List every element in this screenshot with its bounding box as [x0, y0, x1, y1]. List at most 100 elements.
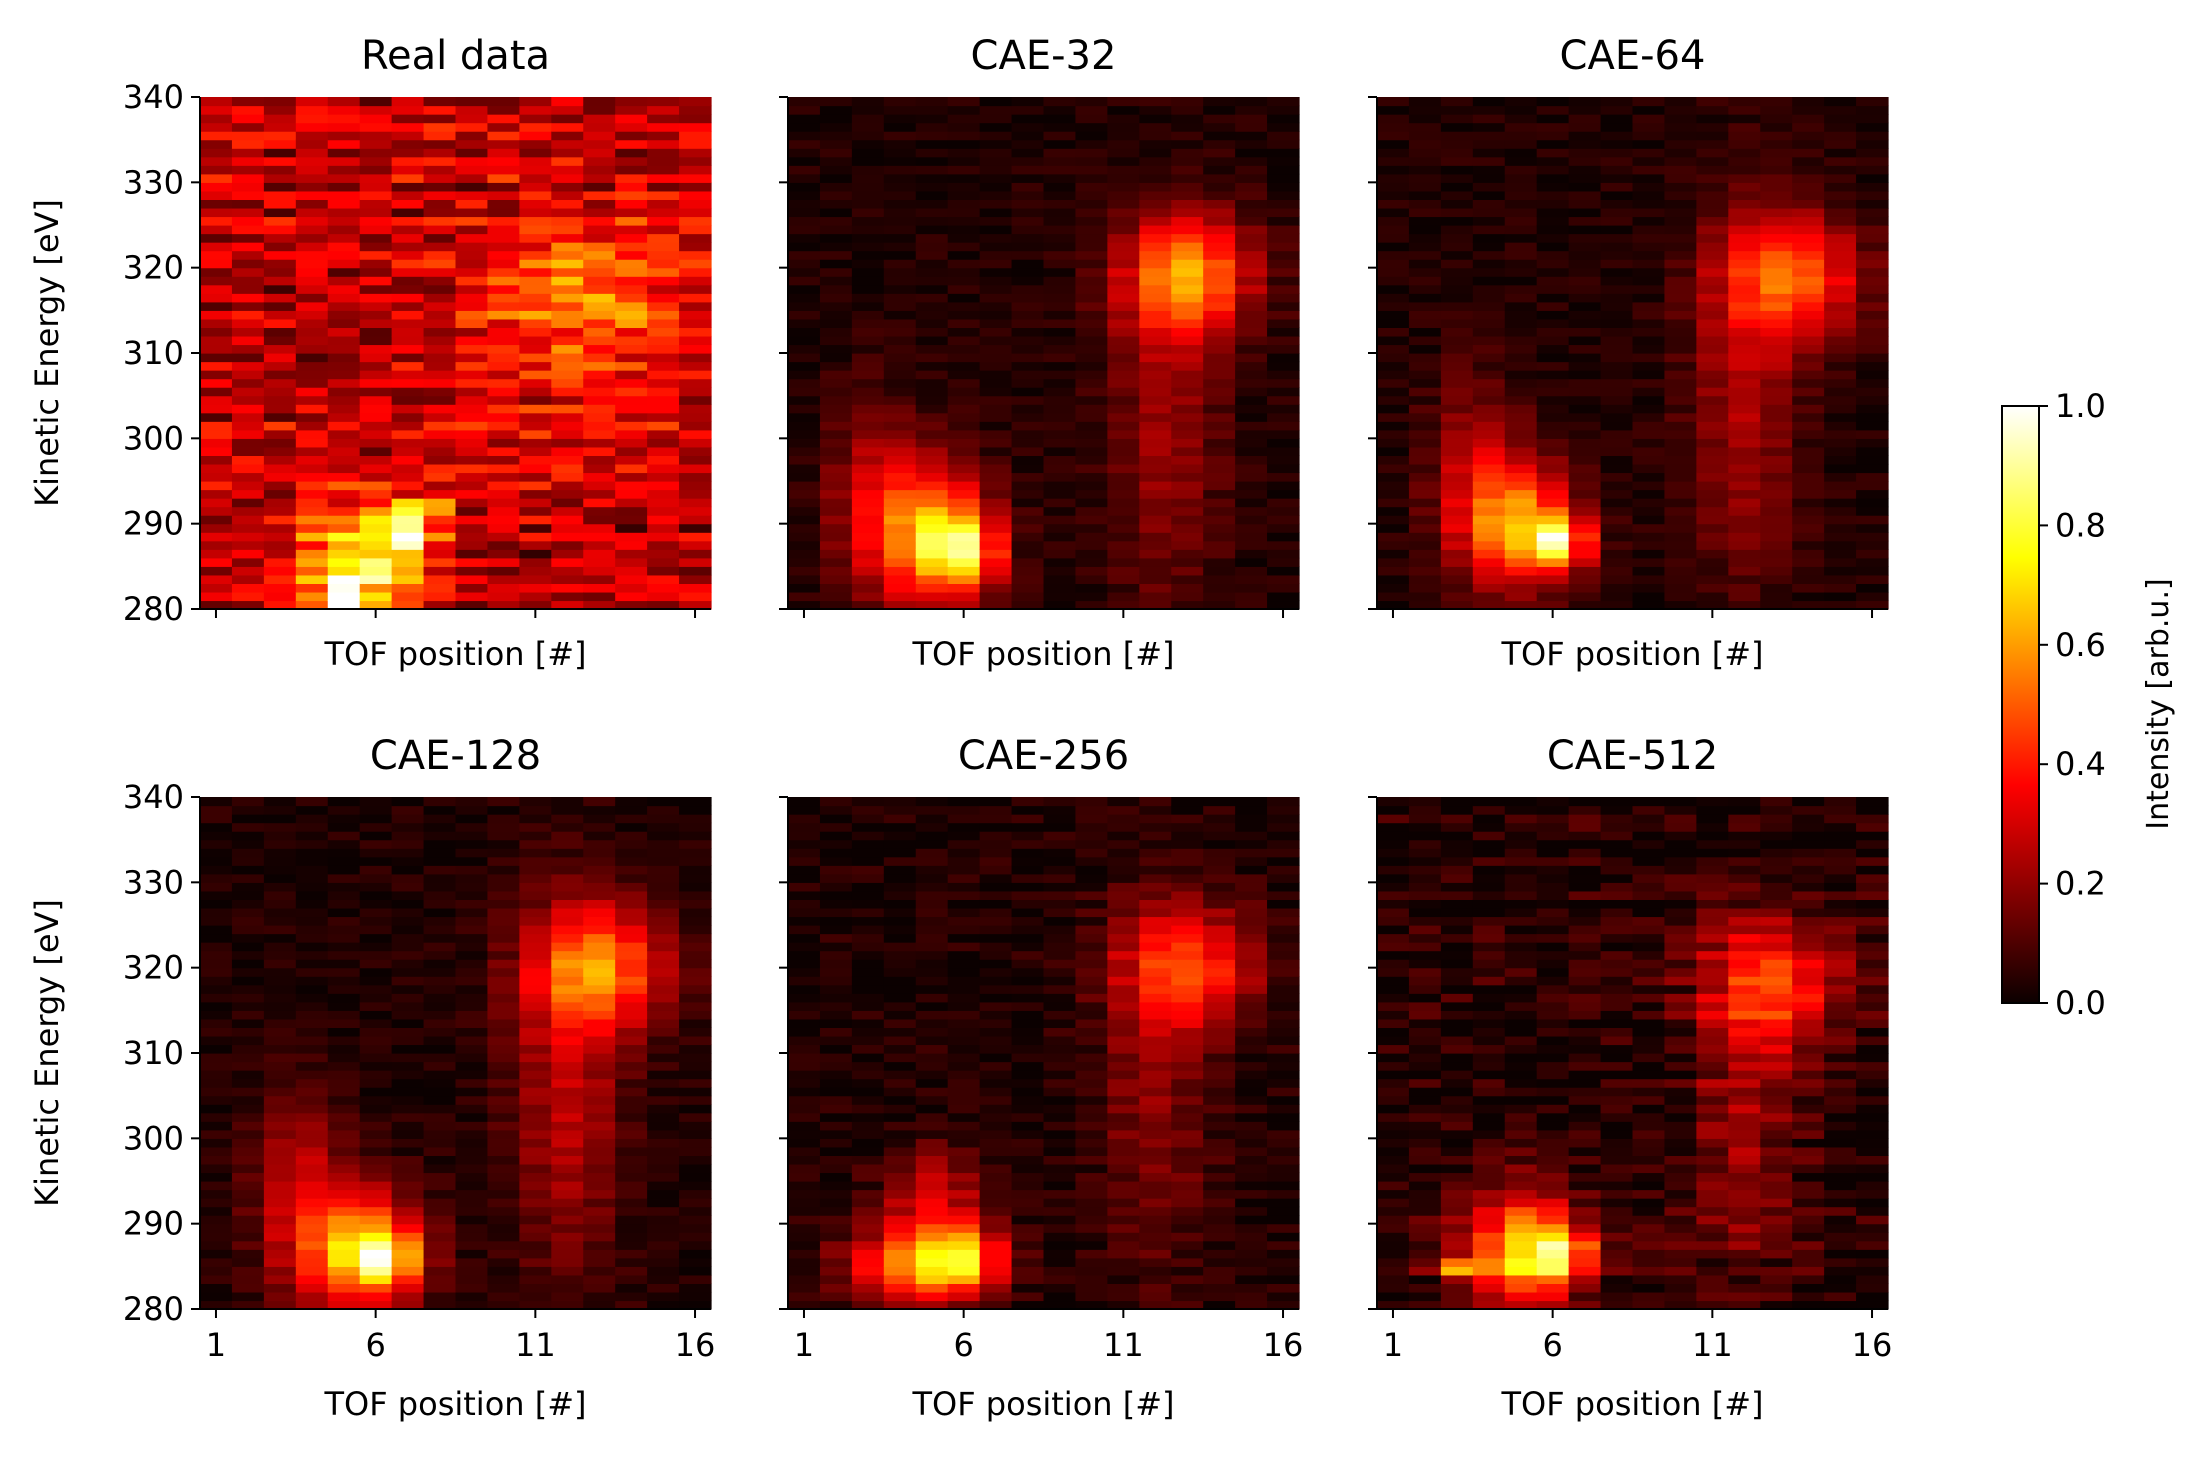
heatmap-cell — [1043, 1206, 1077, 1216]
heatmap-cell — [1664, 353, 1697, 363]
heatmap-cell — [947, 199, 981, 209]
heatmap-cell — [359, 856, 393, 866]
heatmap-cell — [788, 173, 821, 183]
heatmap-cell — [883, 1215, 917, 1225]
heatmap-cell — [551, 156, 584, 166]
heatmap-cell — [1043, 122, 1077, 132]
heatmap-cell — [1107, 1087, 1140, 1097]
heatmap-cell — [551, 1078, 584, 1088]
heatmap-cell — [455, 190, 489, 200]
heatmap-cell — [519, 361, 552, 371]
heatmap-cell — [1760, 318, 1793, 328]
heatmap-cell — [1440, 370, 1474, 380]
heatmap-cell — [1267, 1232, 1300, 1242]
heatmap-cell — [647, 361, 680, 371]
heatmap-cell — [1043, 225, 1077, 235]
heatmap-cell — [788, 165, 821, 175]
heatmap-cell — [883, 318, 917, 328]
heatmap-cell — [1472, 122, 1506, 132]
heatmap-cell — [1760, 344, 1793, 354]
heatmap-cell — [295, 839, 329, 849]
heatmap-cell — [263, 600, 297, 610]
heatmap-cell — [200, 1206, 233, 1216]
heatmap-cell — [519, 797, 552, 807]
heatmap-cell — [231, 1121, 265, 1131]
heatmap-cell — [1139, 1035, 1172, 1046]
heatmap-cell — [519, 814, 552, 824]
heatmap-cell — [1075, 1155, 1108, 1165]
heatmap-cell — [819, 814, 853, 824]
heatmap-cell — [327, 481, 361, 491]
heatmap-cell — [883, 814, 917, 824]
heatmap-cell — [1377, 1104, 1410, 1114]
heatmap-cell — [1632, 114, 1666, 124]
heatmap-cell — [551, 225, 584, 235]
heatmap-cell — [359, 429, 393, 439]
heatmap-cell — [947, 498, 981, 508]
heatmap-cell — [883, 1078, 917, 1088]
heatmap-cell — [423, 1215, 457, 1225]
heatmap-cell — [979, 890, 1013, 900]
heatmap-cell — [359, 1172, 393, 1182]
heatmap-cell — [1408, 591, 1442, 602]
heatmap-cell — [1472, 557, 1506, 567]
heatmap-cell — [1536, 242, 1570, 252]
heatmap-cell — [947, 1035, 981, 1046]
heatmap-cell — [359, 1198, 393, 1208]
heatmap-cell — [487, 378, 520, 388]
heatmap-cell — [1504, 463, 1538, 474]
heatmap-cell — [883, 310, 917, 320]
heatmap-cell — [1235, 1155, 1268, 1165]
heatmap-cell — [391, 532, 425, 542]
heatmap-cell — [1568, 378, 1602, 388]
heatmap-cell — [231, 506, 265, 516]
heatmap-cell — [551, 327, 584, 337]
heatmap-cell — [327, 1044, 361, 1054]
heatmap-cell — [551, 114, 584, 124]
heatmap-cell — [1728, 549, 1761, 559]
heatmap-cell — [1203, 1240, 1236, 1250]
heatmap-cell — [455, 574, 489, 584]
heatmap-cell — [455, 959, 489, 969]
heatmap-cell — [1792, 139, 1825, 149]
heatmap-cell — [1377, 361, 1410, 371]
heatmap-cell — [1632, 139, 1666, 149]
heatmap-cell — [1408, 1181, 1442, 1191]
heatmap-cell — [615, 1121, 648, 1131]
heatmap-cell — [200, 216, 233, 226]
heatmap-cell — [1075, 557, 1108, 567]
heatmap-cell — [263, 463, 297, 474]
heatmap-cell — [551, 293, 584, 303]
heatmap-cell — [1267, 1121, 1300, 1131]
heatmap-cell — [1504, 574, 1538, 584]
heatmap-cell — [1600, 207, 1634, 218]
heatmap-cell — [615, 404, 648, 414]
heatmap-cell — [647, 814, 680, 824]
heatmap-cell — [1011, 865, 1045, 875]
heatmap-cell — [947, 574, 981, 584]
heatmap-cell — [1107, 1112, 1140, 1122]
heatmap-cell — [1632, 242, 1666, 252]
heatmap-cell — [263, 984, 297, 994]
heatmap-cell — [1760, 122, 1793, 132]
heatmap-cell — [583, 899, 616, 909]
heatmap-cell — [819, 882, 853, 892]
heatmap-cell — [1107, 950, 1140, 960]
heatmap-cell — [1011, 1070, 1045, 1080]
heatmap-cell — [615, 105, 648, 115]
heatmap-cell — [1107, 925, 1140, 935]
heatmap-cell — [455, 114, 489, 124]
heatmap-cell — [1171, 1300, 1204, 1310]
heatmap-cell — [1043, 310, 1077, 320]
heatmap-cell — [1043, 395, 1077, 405]
y-axis-label: Kinetic Energy [eV] — [28, 899, 66, 1207]
heatmap-cell — [1408, 1198, 1442, 1208]
heatmap-cell — [1139, 1018, 1172, 1028]
heatmap-cell — [647, 1087, 680, 1097]
heatmap-cell — [455, 353, 489, 363]
y-tick-label: 330 — [123, 863, 184, 901]
heatmap-cell — [1203, 1146, 1236, 1156]
heatmap-cell — [1472, 429, 1506, 439]
heatmap-cell — [583, 1257, 616, 1267]
heatmap-cell — [883, 361, 917, 371]
